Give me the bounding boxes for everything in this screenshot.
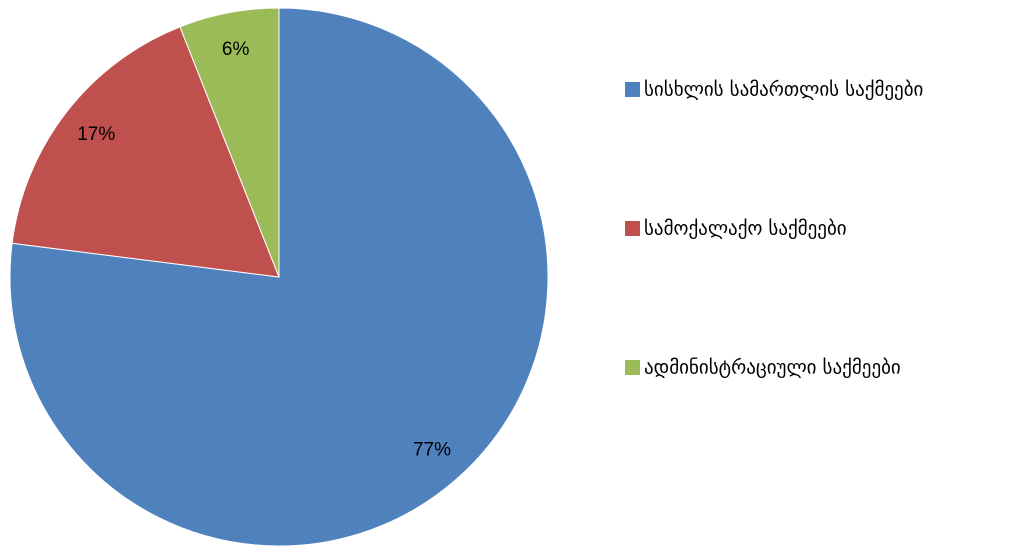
legend-label: სისხლის სამართლის საქმეები	[644, 79, 923, 101]
legend-label: ადმინისტრაციული საქმეები	[644, 357, 901, 379]
legend-label: სამოქალაქო საქმეები	[644, 218, 847, 240]
legend-swatch	[625, 221, 640, 236]
data-label: 6%	[222, 39, 250, 60]
data-label: 77%	[413, 440, 451, 461]
pie-slice	[11, 26, 280, 278]
legend-swatch	[625, 360, 640, 375]
pie-slice	[179, 7, 280, 278]
data-label: 17%	[77, 124, 115, 145]
legend-swatch	[625, 82, 640, 97]
